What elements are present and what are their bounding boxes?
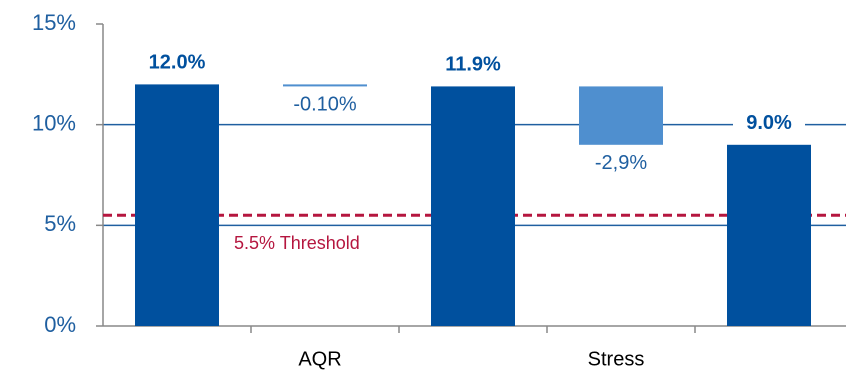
y-tick-label: 5% <box>44 211 76 236</box>
y-tick-label: 0% <box>44 312 76 337</box>
bar <box>135 84 219 327</box>
bar <box>431 86 515 326</box>
bar <box>283 84 367 87</box>
label-background <box>141 50 213 77</box>
y-tick-label: 15% <box>32 10 76 35</box>
bar <box>727 144 811 326</box>
label-background <box>437 52 509 79</box>
value-label: 11.9% <box>445 54 501 76</box>
value-label: 9.0% <box>746 112 792 134</box>
value-label: -2,9% <box>595 152 647 174</box>
value-label: -0.10% <box>293 94 357 116</box>
x-tick-label: Stress <box>588 348 645 370</box>
y-tick-label: 10% <box>32 110 76 135</box>
value-label: 12.0% <box>149 52 206 74</box>
threshold-label: 5.5% Threshold <box>234 233 360 253</box>
bar <box>579 86 663 145</box>
x-tick-label: AQR <box>298 348 341 370</box>
label-background <box>733 110 805 137</box>
